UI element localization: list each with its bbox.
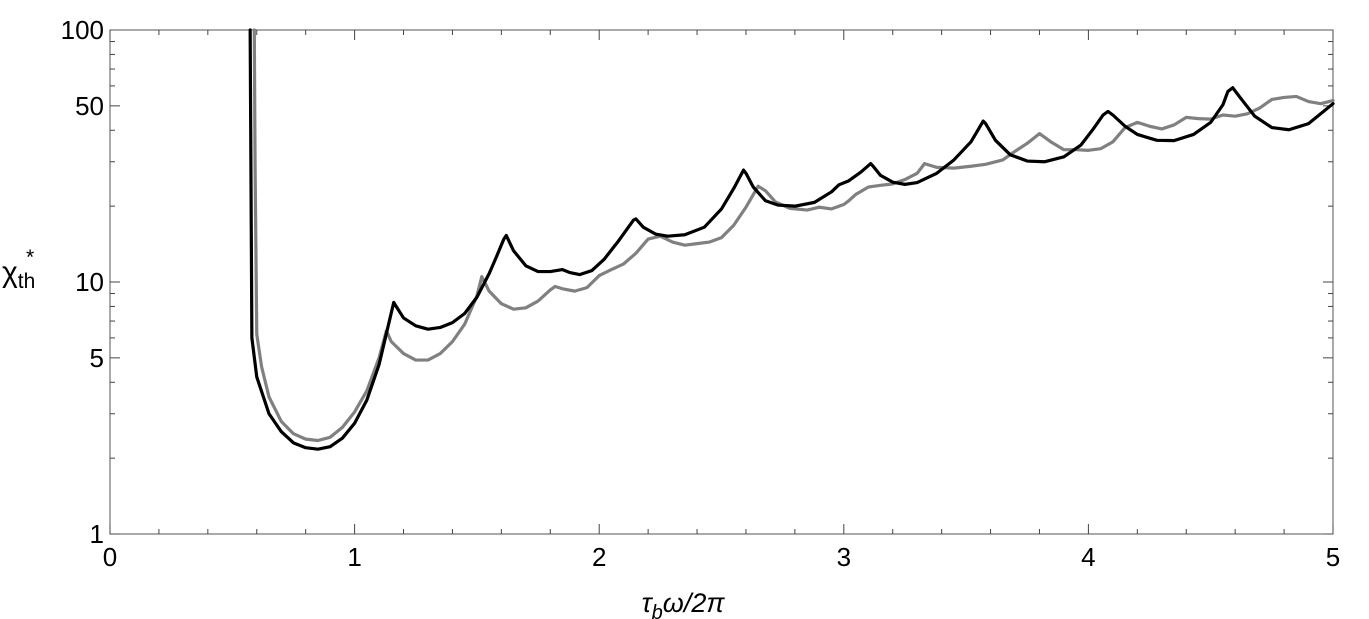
series-line-2 bbox=[252, 28, 1335, 443]
y-tick-label: 10 bbox=[75, 267, 104, 297]
y-tick-label: 5 bbox=[90, 343, 104, 373]
x-tick-label: 4 bbox=[1081, 542, 1095, 572]
y-axis-title-main: χ bbox=[2, 256, 18, 289]
plot-frame bbox=[109, 29, 1334, 535]
x-axis-title-tau: τ bbox=[642, 588, 654, 618]
x-axis-title-sub: b bbox=[652, 602, 663, 619]
series-line-1 bbox=[248, 28, 1335, 451]
x-tick-label: 5 bbox=[1326, 542, 1340, 572]
y-axis-title-sub: th bbox=[18, 270, 36, 293]
x-axis-title: τbω/2π bbox=[642, 588, 726, 619]
x-tick-label: 1 bbox=[347, 542, 361, 572]
x-tick-label: 3 bbox=[837, 542, 851, 572]
x-tick-label: 2 bbox=[592, 542, 606, 572]
y-tick-label: 1 bbox=[90, 519, 104, 549]
axis-ticks bbox=[109, 30, 1334, 535]
y-tick-label: 50 bbox=[75, 91, 104, 121]
y-axis-title: χth* bbox=[2, 246, 35, 293]
x-tick-label: 0 bbox=[103, 542, 117, 572]
y-tick-label: 100 bbox=[61, 15, 104, 45]
series-layer bbox=[248, 28, 1335, 451]
y-axis-title-sup: * bbox=[26, 246, 34, 269]
x-axis-title-rest: ω/2π bbox=[663, 588, 726, 618]
